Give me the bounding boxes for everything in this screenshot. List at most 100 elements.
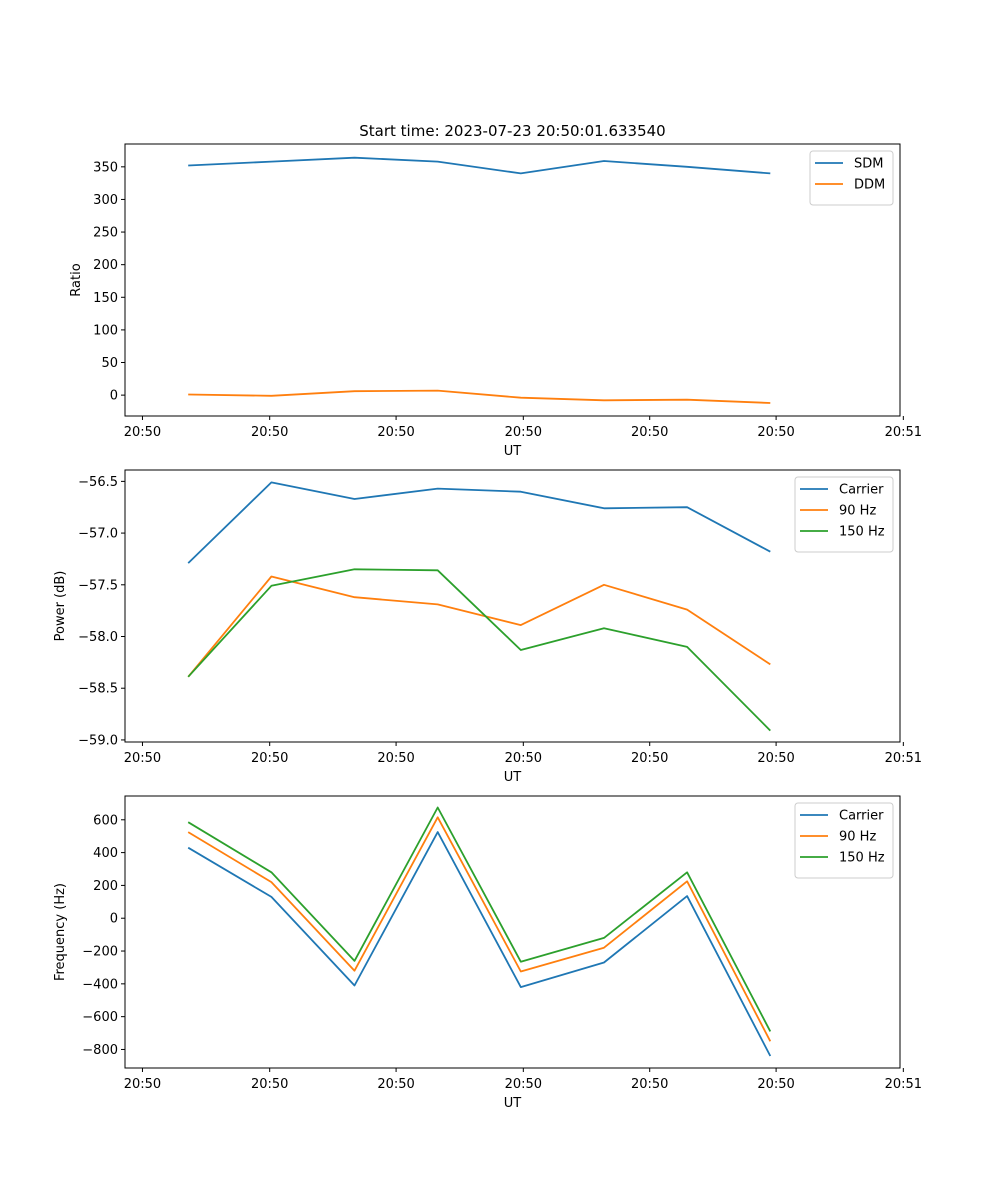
x-axis-label: UT	[504, 770, 522, 785]
data-point	[769, 1055, 772, 1058]
data-point	[519, 970, 522, 973]
data-point	[187, 675, 190, 678]
data-point	[769, 401, 772, 404]
data-point	[436, 389, 439, 392]
series-line-0	[187, 831, 772, 1057]
x-tick-label: 20:50	[377, 425, 414, 440]
data-point	[519, 396, 522, 399]
x-tick-label: 20:50	[251, 751, 288, 766]
data-point	[602, 399, 605, 402]
series-line-1	[187, 575, 771, 678]
x-axis-label: UT	[504, 444, 522, 459]
y-tick-label: 0	[110, 389, 118, 404]
x-tick-label: 20:50	[251, 425, 288, 440]
x-tick-label: 20:50	[631, 1077, 668, 1092]
x-tick-label: 20:50	[631, 751, 668, 766]
y-axis-label: Ratio	[69, 263, 84, 296]
data-point	[769, 663, 772, 666]
legend: Carrier 90 Hz 150 Hz	[794, 476, 894, 553]
y-tick-label: −200	[82, 945, 118, 960]
legend-label: 150 Hz	[839, 525, 885, 540]
panel-frequency: −800 −600 −400 −200 0 200 400 600 20:50 20:50 20:5…	[53, 795, 922, 1111]
data-point	[270, 895, 273, 898]
data-point	[353, 568, 356, 571]
data-point	[187, 821, 190, 824]
legend-label: 90 Hz	[839, 830, 876, 845]
data-point	[436, 603, 439, 606]
data-point	[353, 390, 356, 393]
data-point	[187, 164, 190, 167]
data-point	[602, 627, 605, 630]
data-point	[353, 596, 356, 599]
data-point	[686, 506, 689, 509]
data-point	[353, 959, 356, 962]
legend-label: 150 Hz	[839, 851, 885, 866]
data-point	[686, 895, 689, 898]
x-tick-label: 20:50	[124, 751, 161, 766]
data-point	[270, 871, 273, 874]
data-point	[686, 398, 689, 401]
data-point	[769, 729, 772, 732]
x-tick-label: 20:50	[377, 1077, 414, 1092]
y-tick-label: 200	[93, 879, 118, 894]
legend-box	[794, 802, 894, 879]
y-tick-label: 200	[93, 258, 118, 273]
y-tick-label: −800	[82, 1043, 118, 1058]
series-line-0	[187, 481, 771, 564]
data-point	[602, 936, 605, 939]
plot-area-frame	[124, 795, 901, 1069]
x-tick-label: 20:51	[885, 425, 922, 440]
x-tick-label: 20:50	[505, 1077, 542, 1092]
y-tick-label: 300	[93, 193, 118, 208]
data-point	[187, 562, 190, 565]
data-point	[686, 880, 689, 883]
data-point	[519, 624, 522, 627]
y-tick-label: −58.5	[78, 682, 118, 697]
data-point	[769, 1040, 772, 1043]
data-point	[353, 984, 356, 987]
data-point	[353, 497, 356, 500]
x-tick-label: 20:50	[377, 751, 414, 766]
panel-power: −59.0 −58.5 −58.0 −57.5 −57.0 −56.5 20:50 20:50…	[53, 469, 922, 785]
series-line-2	[187, 806, 772, 1032]
legend-label: Carrier	[839, 809, 884, 824]
series-line-1	[188, 389, 771, 404]
data-point	[519, 490, 522, 493]
data-point	[436, 806, 439, 809]
data-point	[270, 881, 273, 884]
legend-label: 90 Hz	[839, 504, 876, 519]
y-tick-label: 100	[93, 323, 118, 338]
x-tick-label: 20:50	[757, 751, 794, 766]
x-tick-label: 20:50	[757, 425, 794, 440]
x-axis-label: UT	[504, 1096, 522, 1111]
data-point	[436, 569, 439, 572]
legend-label: DDM	[854, 178, 885, 193]
data-point	[769, 1030, 772, 1033]
legend-box	[794, 476, 894, 553]
x-tick-label: 20:50	[251, 1077, 288, 1092]
y-tick-label: −58.0	[78, 630, 118, 645]
y-tick-label: 400	[93, 846, 118, 861]
data-point	[270, 584, 273, 587]
y-tick-label: 600	[93, 813, 118, 828]
y-tick-label: −57.0	[78, 527, 118, 542]
data-point	[686, 608, 689, 611]
y-tick-label: 250	[93, 226, 118, 241]
data-point	[602, 946, 605, 949]
legend: SDM DDM	[809, 150, 894, 206]
series-line-1	[187, 816, 772, 1042]
legend-box	[809, 150, 894, 206]
data-point	[686, 165, 689, 168]
y-tick-label: 350	[93, 160, 118, 175]
data-point	[436, 160, 439, 163]
x-tick-label: 20:50	[124, 425, 161, 440]
data-point	[187, 831, 190, 834]
data-point	[187, 393, 190, 396]
data-point	[436, 831, 439, 834]
x-tick-label: 20:50	[757, 1077, 794, 1092]
data-point	[187, 846, 190, 849]
x-tick-label: 20:50	[631, 425, 668, 440]
y-axis-label: Frequency (Hz)	[53, 883, 68, 981]
data-point	[686, 871, 689, 874]
data-point	[270, 481, 273, 484]
